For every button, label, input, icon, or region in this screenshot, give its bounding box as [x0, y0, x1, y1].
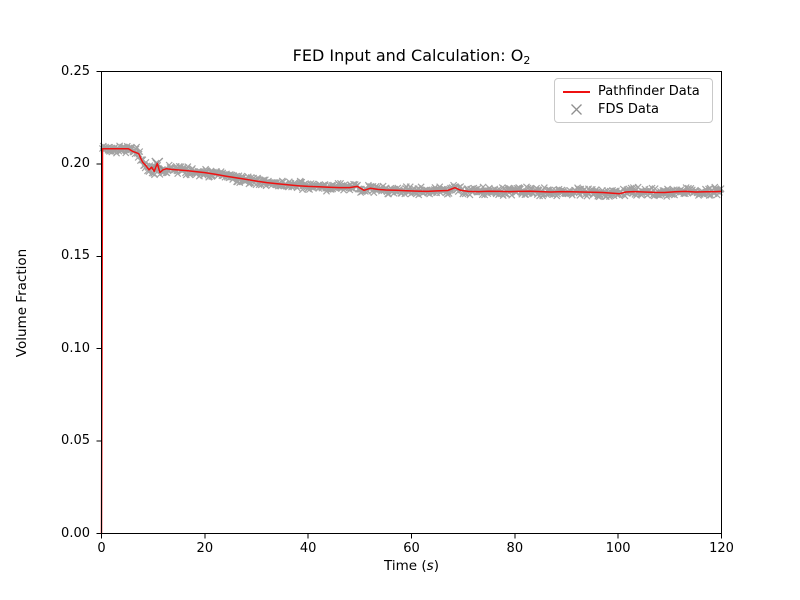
axes-frame — [101, 71, 722, 534]
x-tick-label: 60 — [403, 541, 420, 556]
y-tick-label: 0.05 — [61, 433, 90, 449]
y-tick-label: 0.10 — [61, 340, 90, 356]
y-tick-label: 0.20 — [61, 155, 90, 171]
x-tick-label: 20 — [196, 541, 214, 556]
x-tick-label: 0 — [97, 541, 106, 556]
chart-title-subscript: 2 — [523, 54, 531, 67]
x-tick-label: 100 — [605, 541, 631, 556]
y-tick-label: 0.00 — [61, 525, 90, 541]
legend: Pathfinder Data FDS Data — [554, 78, 713, 123]
x-tick-label: 40 — [299, 541, 317, 556]
tick-marks — [96, 71, 722, 539]
pathfinder-line — [100, 147, 722, 534]
y-tick-label: 0.25 — [61, 63, 90, 79]
legend-label-pathfinder: Pathfinder Data — [598, 84, 700, 100]
x-tick-label: 120 — [709, 541, 734, 556]
y-axis-label: Volume Fraction — [14, 248, 30, 358]
x-axis-label: Time (s) — [384, 558, 439, 574]
chart-title: FED Input and Calculation: O2 — [101, 46, 722, 67]
legend-x-marker-icon — [563, 102, 590, 117]
y-tick-label: 0.15 — [61, 248, 90, 264]
legend-label-fds: FDS Data — [598, 101, 659, 117]
legend-line-sample — [563, 90, 590, 93]
legend-entry-fds: FDS Data — [563, 101, 704, 118]
x-tick-label: 80 — [506, 541, 524, 556]
legend-entry-pathfinder: Pathfinder Data — [563, 83, 704, 100]
chart-title-text: FED Input and Calculation: O — [292, 46, 524, 65]
